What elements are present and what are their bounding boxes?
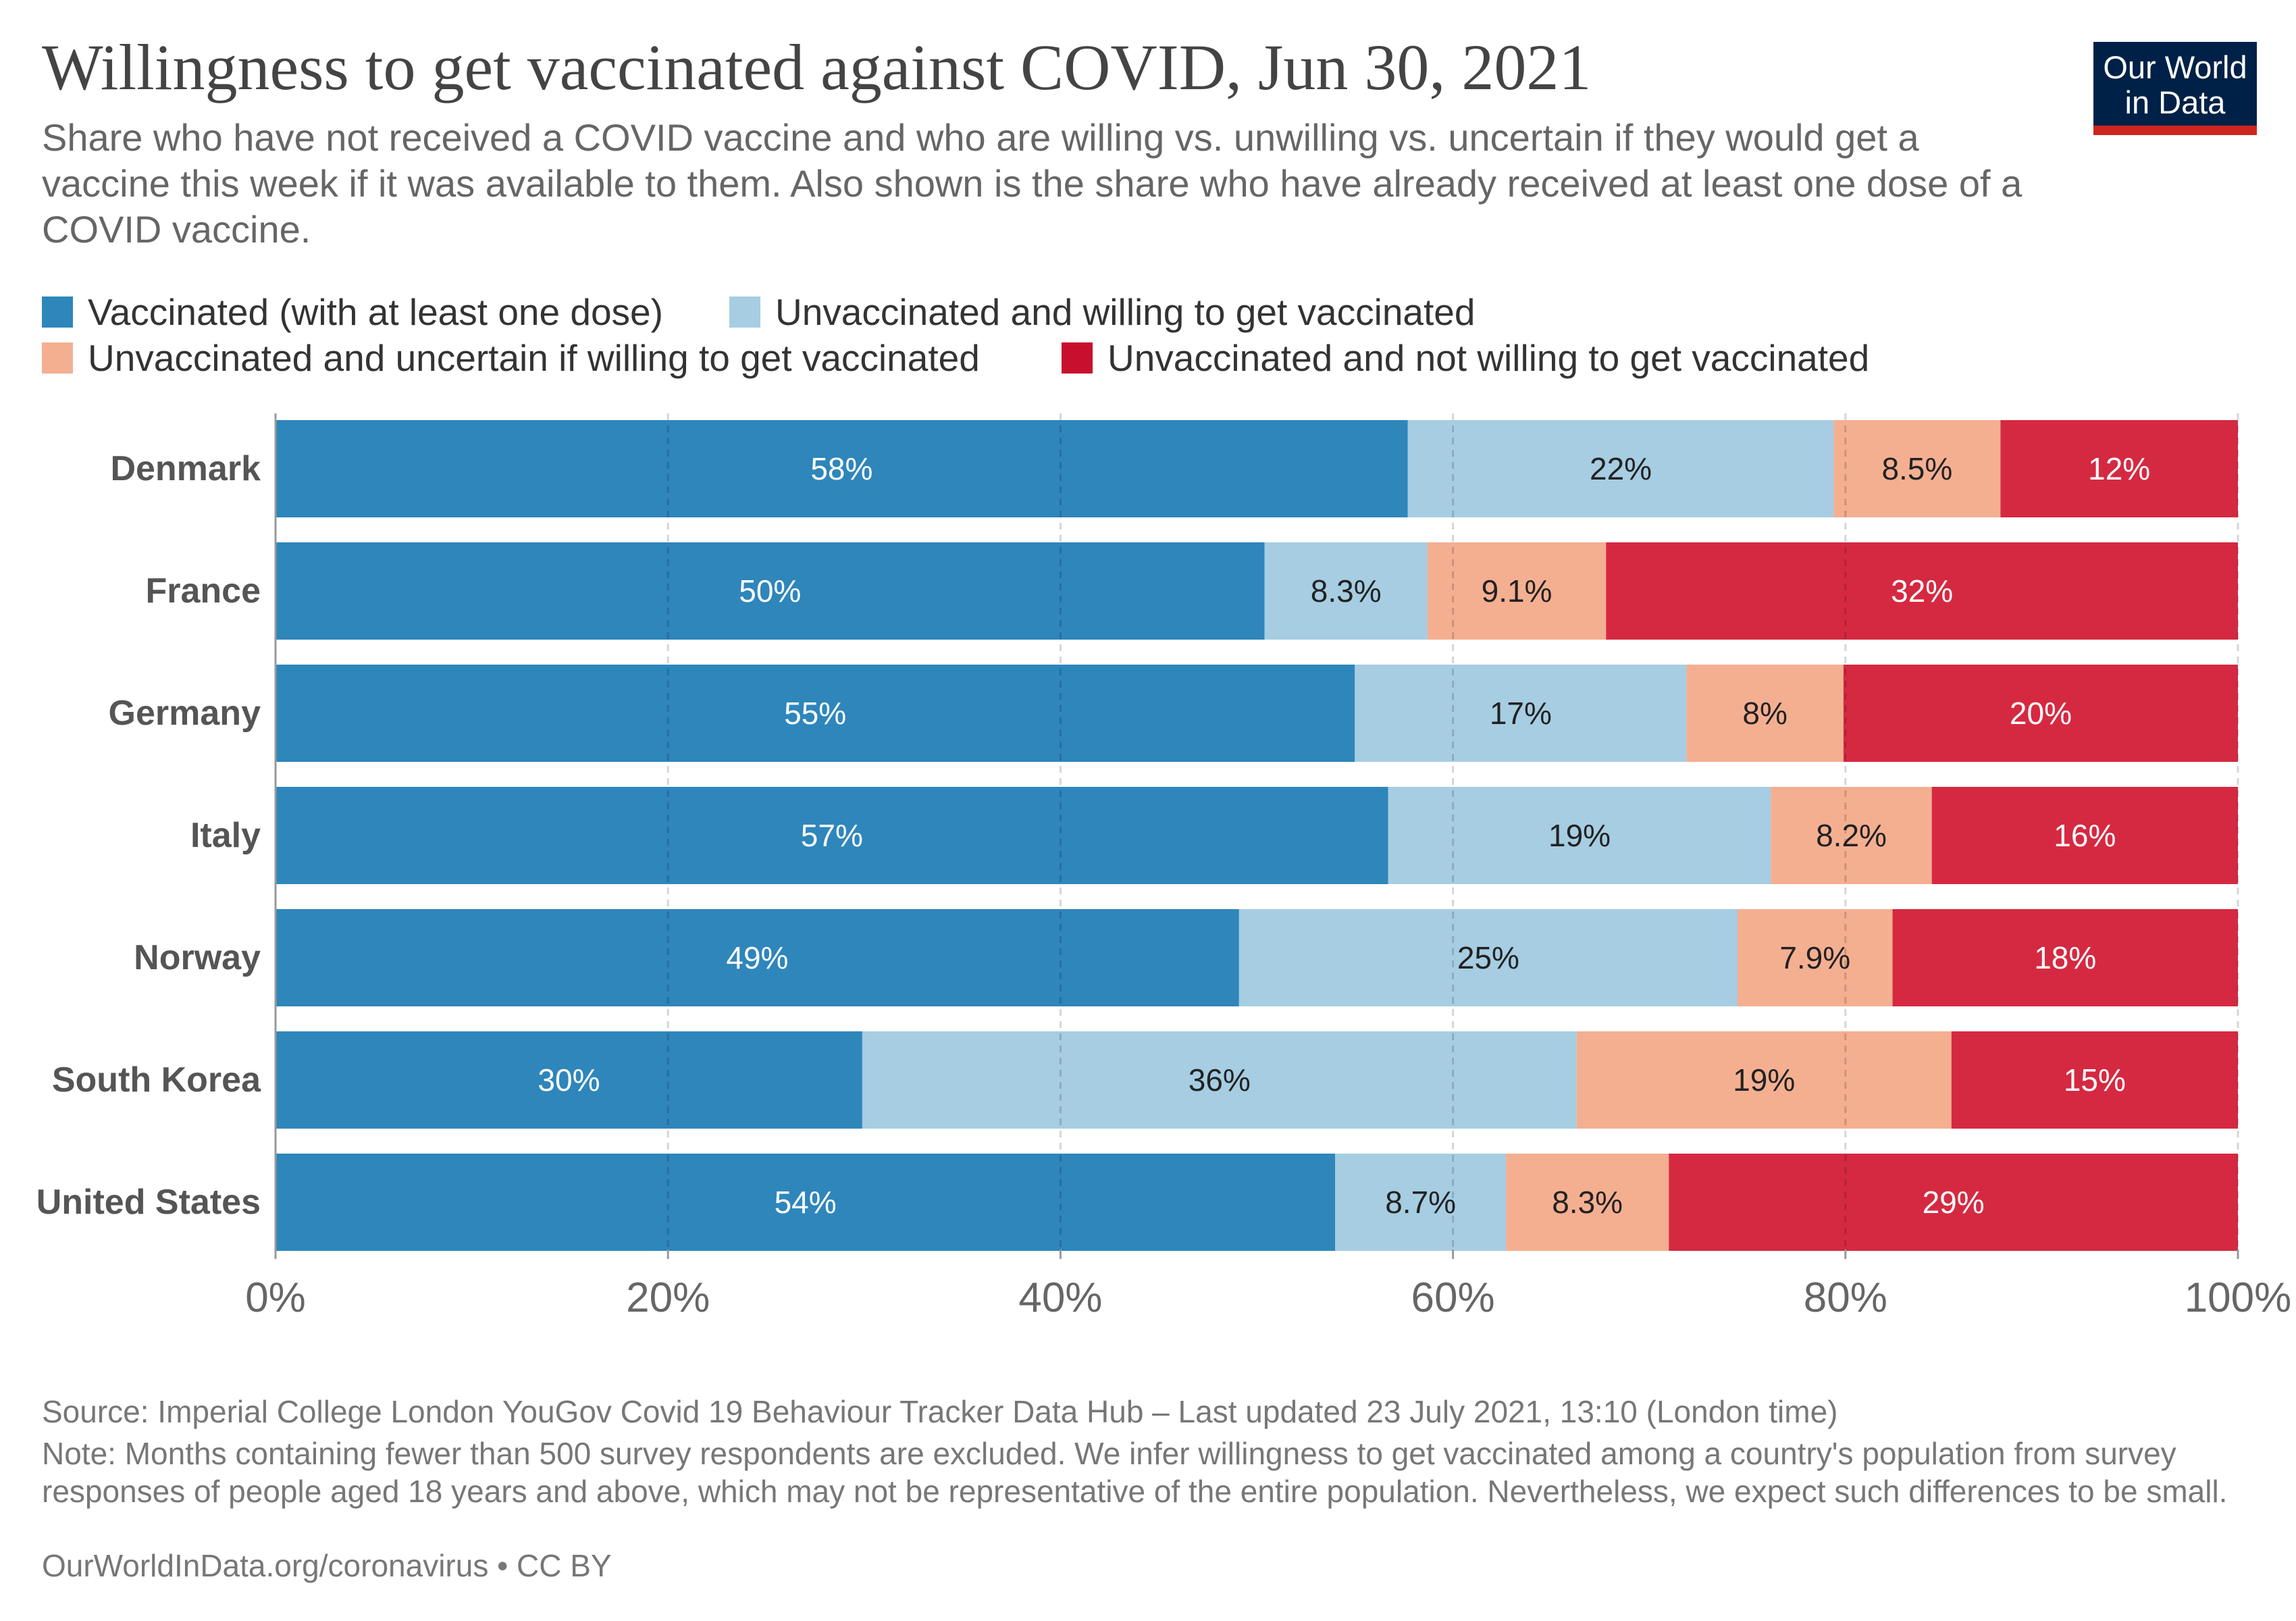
legend-label: Unvaccinated and not willing to get vacc…: [1107, 337, 1870, 379]
bar-value-label: 49%: [726, 940, 788, 975]
bar-value-label: 29%: [1923, 1185, 1985, 1220]
bar-value-label: 58%: [810, 451, 872, 486]
bar-segment: [276, 420, 1408, 517]
country-label: France: [145, 571, 261, 611]
logo-line-2: in Data: [2124, 84, 2226, 120]
bar-segment: [276, 1031, 862, 1129]
bar-segment: [276, 787, 1388, 884]
bar-segment: [1427, 542, 1607, 640]
bar-value-label: 15%: [2064, 1062, 2126, 1098]
x-tick-label: 20%: [626, 1275, 710, 1321]
bar-value-label: 19%: [1733, 1062, 1795, 1098]
bar-segment: [1606, 542, 2238, 640]
bar-segment: [1892, 909, 2238, 1006]
legend-swatch: [42, 297, 73, 328]
country-label: South Korea: [52, 1060, 261, 1100]
bar-value-label: 54%: [775, 1185, 837, 1220]
bar-segment: [1686, 665, 1844, 762]
bar-value-label: 18%: [2034, 940, 2096, 975]
legend-item-uncertain[interactable]: Unvaccinated and uncertain if willing to…: [42, 336, 980, 380]
owid-logo[interactable]: Our World in Data: [2093, 42, 2257, 135]
logo-accent-bar: [2093, 126, 2257, 135]
legend-label: Vaccinated (with at least one dose): [88, 291, 663, 333]
bar-value-label: 30%: [538, 1062, 600, 1098]
bar-segment: [1264, 542, 1428, 640]
bar-segment: [1843, 665, 2238, 762]
bar-segment: [1407, 420, 1834, 517]
bar-value-label: 57%: [801, 818, 863, 853]
bar-value-label: 9.1%: [1482, 573, 1553, 609]
bar-value-label: 20%: [2010, 696, 2072, 731]
chart-subtitle: Share who have not received a COVID vacc…: [42, 116, 2023, 251]
legend-label: Unvaccinated and uncertain if willing to…: [88, 337, 980, 379]
bar-segment: [1576, 1031, 1952, 1129]
country-label: Denmark: [110, 449, 261, 488]
logo-line-1: Our World: [2103, 49, 2247, 85]
bar-segment: [1833, 420, 2001, 517]
legend-item-willing[interactable]: Unvaccinated and willing to get vaccinat…: [729, 290, 1475, 334]
bar-segment: [1771, 787, 1932, 884]
bar-value-label: 12%: [2088, 451, 2150, 486]
bar-segment: [1737, 909, 1893, 1006]
bar-segment: [1238, 909, 1738, 1006]
bar-segment: [1506, 1154, 1669, 1251]
bar-value-label: 22%: [1590, 451, 1652, 486]
legend-swatch: [729, 297, 760, 328]
bar-value-label: 16%: [2054, 818, 2116, 853]
bar-value-label: 17%: [1490, 696, 1552, 731]
x-tick-label: 40%: [1018, 1275, 1102, 1321]
bar-value-label: 8%: [1742, 696, 1787, 731]
legend-item-vaccinated[interactable]: Vaccinated (with at least one dose): [42, 290, 663, 334]
bar-segment: [1335, 1154, 1507, 1251]
legend-label: Unvaccinated and willing to get vaccinat…: [775, 291, 1476, 333]
bar-segment: [1388, 787, 1771, 884]
bar-segment: [2000, 420, 2238, 517]
bar-value-label: 8.3%: [1311, 573, 1382, 609]
bar-segment: [1951, 1031, 2238, 1129]
bar-value-label: 55%: [784, 696, 846, 731]
bar-segment: [276, 909, 1239, 1006]
source-note: Source: Imperial College London YouGov C…: [42, 1394, 1838, 1429]
bar-value-label: 8.7%: [1385, 1185, 1456, 1220]
legend-item-not-willing[interactable]: Unvaccinated and not willing to get vacc…: [1062, 336, 1869, 380]
legend-swatch: [1062, 342, 1093, 374]
bar-value-label: 8.3%: [1552, 1185, 1623, 1220]
bar-value-label: 50%: [739, 573, 801, 609]
bar-segment: [276, 665, 1355, 762]
bar-segment: [1355, 665, 1687, 762]
footer-url[interactable]: OurWorldInData.org/coronavirus • CC BY: [42, 1548, 612, 1583]
bar-value-label: 8.5%: [1881, 451, 1952, 486]
country-label: Italy: [190, 816, 261, 855]
chart-title: Willingness to get vaccinated against CO…: [42, 31, 1592, 103]
bar-segment: [276, 542, 1265, 640]
x-tick-label: 60%: [1411, 1275, 1495, 1321]
bar-segment: [276, 1154, 1336, 1251]
bar-segment: [1669, 1154, 2238, 1251]
legend-swatch: [42, 342, 73, 374]
bar-value-label: 25%: [1457, 940, 1519, 975]
x-tick-label: 80%: [1804, 1275, 1887, 1321]
bar-value-label: 8.2%: [1816, 818, 1887, 853]
x-tick-label: 0%: [245, 1275, 306, 1321]
bar-value-label: 7.9%: [1779, 940, 1850, 975]
x-tick-label: 100%: [2185, 1275, 2292, 1321]
bar-value-label: 19%: [1548, 818, 1611, 853]
bar-value-label: 36%: [1189, 1062, 1251, 1098]
bar-segment: [1931, 787, 2238, 884]
country-label: Germany: [109, 694, 261, 733]
bar-segment: [862, 1031, 1577, 1129]
bar-value-label: 32%: [1891, 573, 1953, 609]
country-label: Norway: [134, 938, 261, 977]
stacked-bar-chart: 58% 22% 8.5% 12% Denmark 50% 8.3% 9.1% 32% France…: [36, 413, 2292, 1321]
methodology-note: Note: Months containing fewer than 500 s…: [42, 1436, 2228, 1509]
country-label: United States: [36, 1183, 261, 1222]
